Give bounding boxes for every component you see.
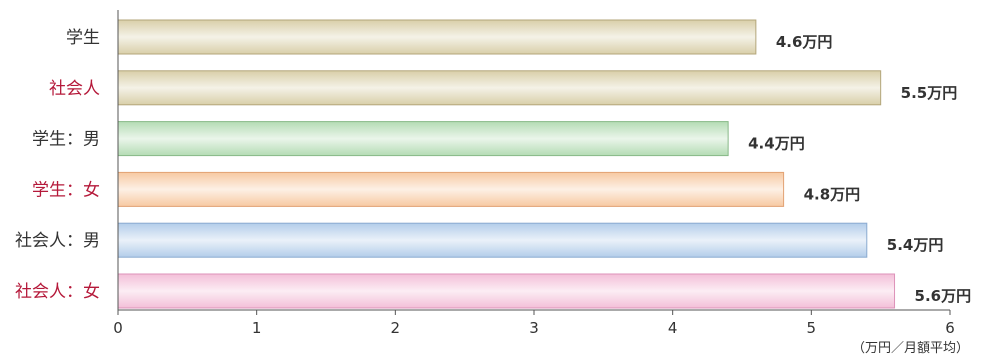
value-label: 4.6万円 <box>776 33 833 51</box>
bar <box>117 70 882 106</box>
x-tick-label: 4 <box>668 319 678 337</box>
x-tick-label: 1 <box>252 319 262 337</box>
category-label: 社会人：男 <box>15 231 100 251</box>
bar <box>117 222 868 258</box>
x-tick-label: 6 <box>945 319 955 337</box>
category-label: 学生：女 <box>32 180 100 200</box>
x-tick-label: 2 <box>391 319 401 337</box>
value-label: 5.6万円 <box>915 287 972 305</box>
value-label: 5.5万円 <box>901 84 958 102</box>
value-label: 4.8万円 <box>804 185 861 203</box>
x-tick-label: 3 <box>529 319 539 337</box>
category-label: 学生 <box>66 28 100 48</box>
category-label: 学生：男 <box>32 130 100 150</box>
value-label: 5.4万円 <box>887 236 944 254</box>
x-tick-label: 5 <box>807 319 817 337</box>
category-label: 社会人 <box>49 79 100 99</box>
unit-label: （万円／月額平均） <box>852 341 969 356</box>
bar <box>117 121 729 157</box>
bar <box>117 19 757 55</box>
category-label: 社会人：女 <box>15 282 100 302</box>
bar <box>117 171 785 207</box>
value-label: 4.4万円 <box>748 135 805 153</box>
bar <box>117 273 896 309</box>
x-tick-label: 0 <box>113 319 123 337</box>
